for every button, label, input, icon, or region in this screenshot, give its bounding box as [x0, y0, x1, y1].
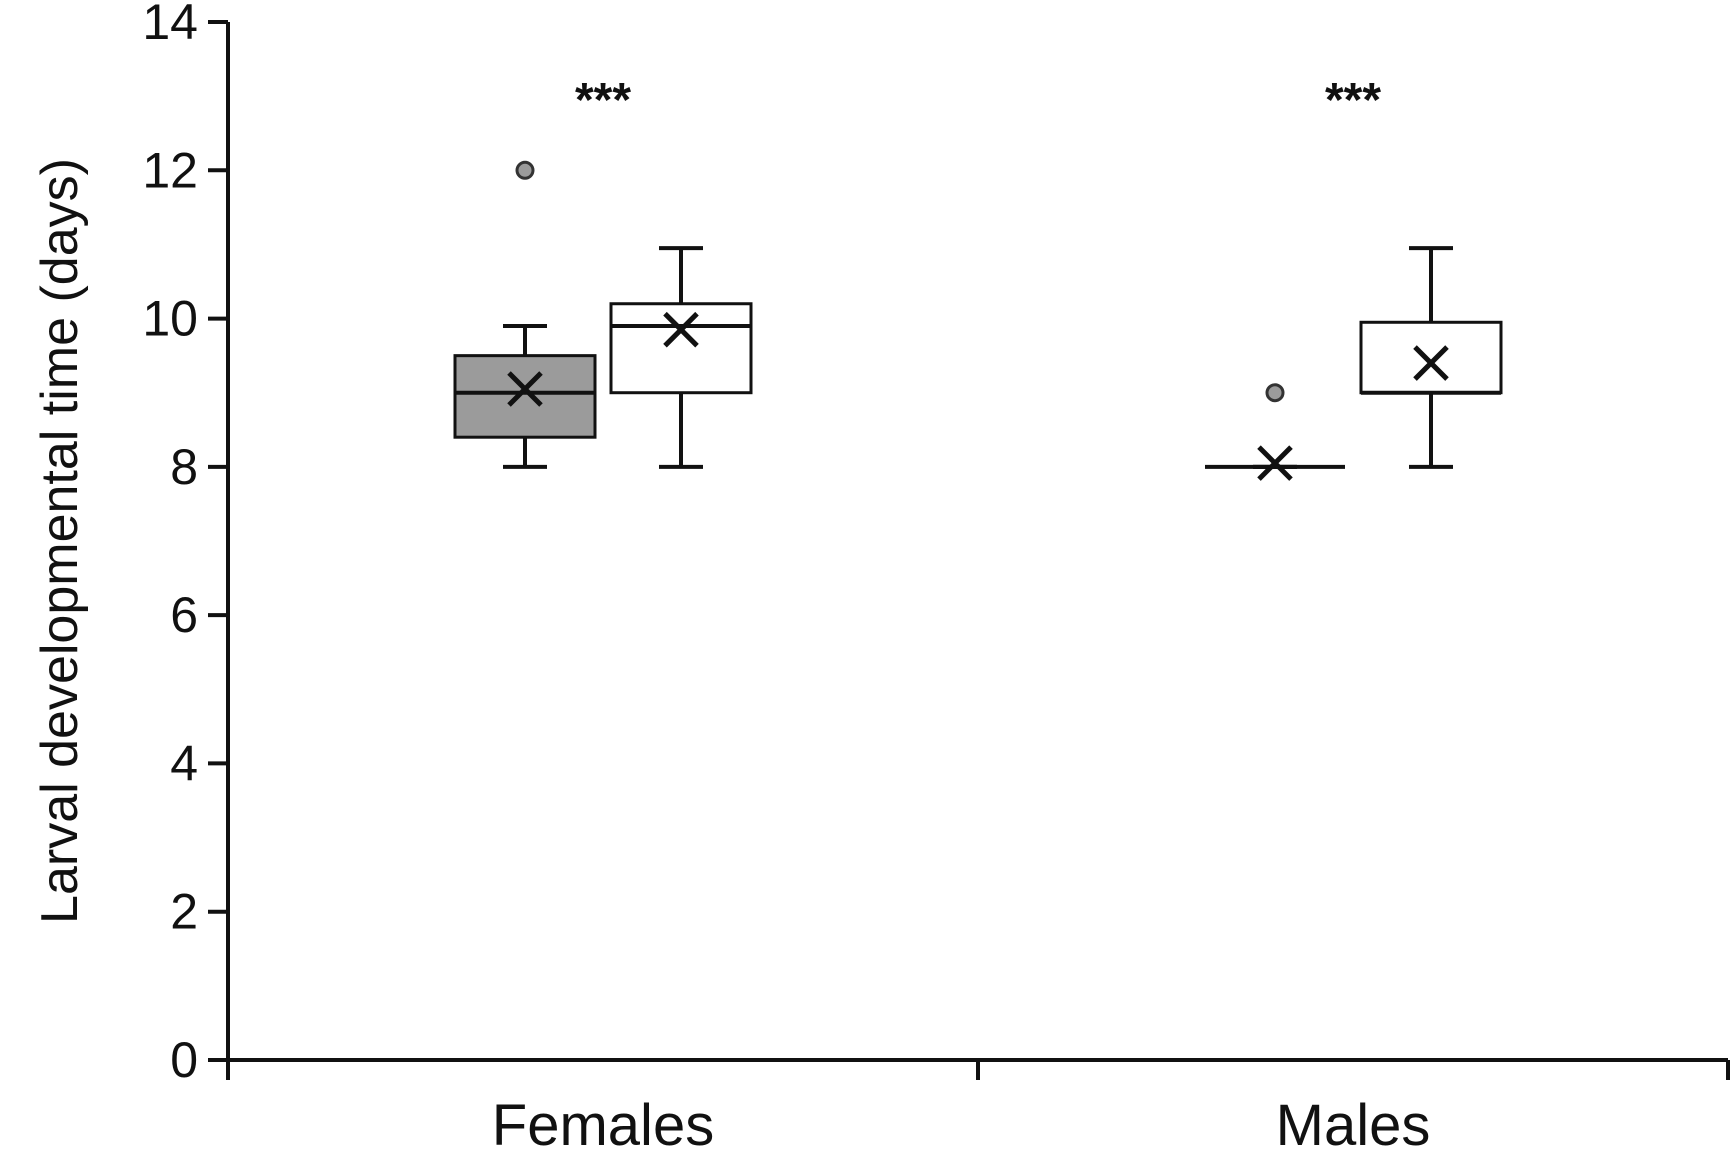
mean-marker: [1413, 345, 1449, 381]
mean-marker: [507, 371, 543, 407]
y-tick-label: 14: [142, 0, 198, 50]
mean-marker: [663, 311, 699, 348]
y-tick-label: 6: [170, 587, 198, 643]
significance-label: ***: [575, 74, 631, 127]
y-axis-title: Larval developmental time (days): [31, 158, 89, 924]
axes-layer: [208, 20, 1730, 1080]
y-tick-label: 0: [170, 1032, 198, 1088]
significance-label: ***: [1325, 74, 1381, 127]
labels-layer: 0 2 4 6 8 10 12 14 Females Males Larval developmen…: [31, 0, 1430, 1158]
box-group: [453, 160, 597, 469]
x-category-label: Males: [1276, 1093, 1431, 1158]
y-tick-label: 8: [170, 439, 198, 495]
box-group: [1205, 383, 1345, 481]
y-tick-label: 2: [170, 884, 198, 940]
box-group: [609, 246, 753, 469]
y-tick-label: 10: [142, 291, 198, 347]
box-group: [1359, 246, 1503, 469]
box-rect: [1359, 320, 1503, 395]
mean-marker: [1257, 445, 1293, 481]
y-tick-label: 12: [142, 142, 198, 198]
outlier-point: [515, 160, 535, 180]
box-rect: [609, 302, 753, 395]
boxes-layer: [453, 160, 1503, 481]
y-tick-label: 4: [170, 735, 198, 791]
x-category-label: Females: [492, 1093, 714, 1158]
outlier-point: [1265, 383, 1285, 403]
box-rect: [453, 354, 597, 439]
